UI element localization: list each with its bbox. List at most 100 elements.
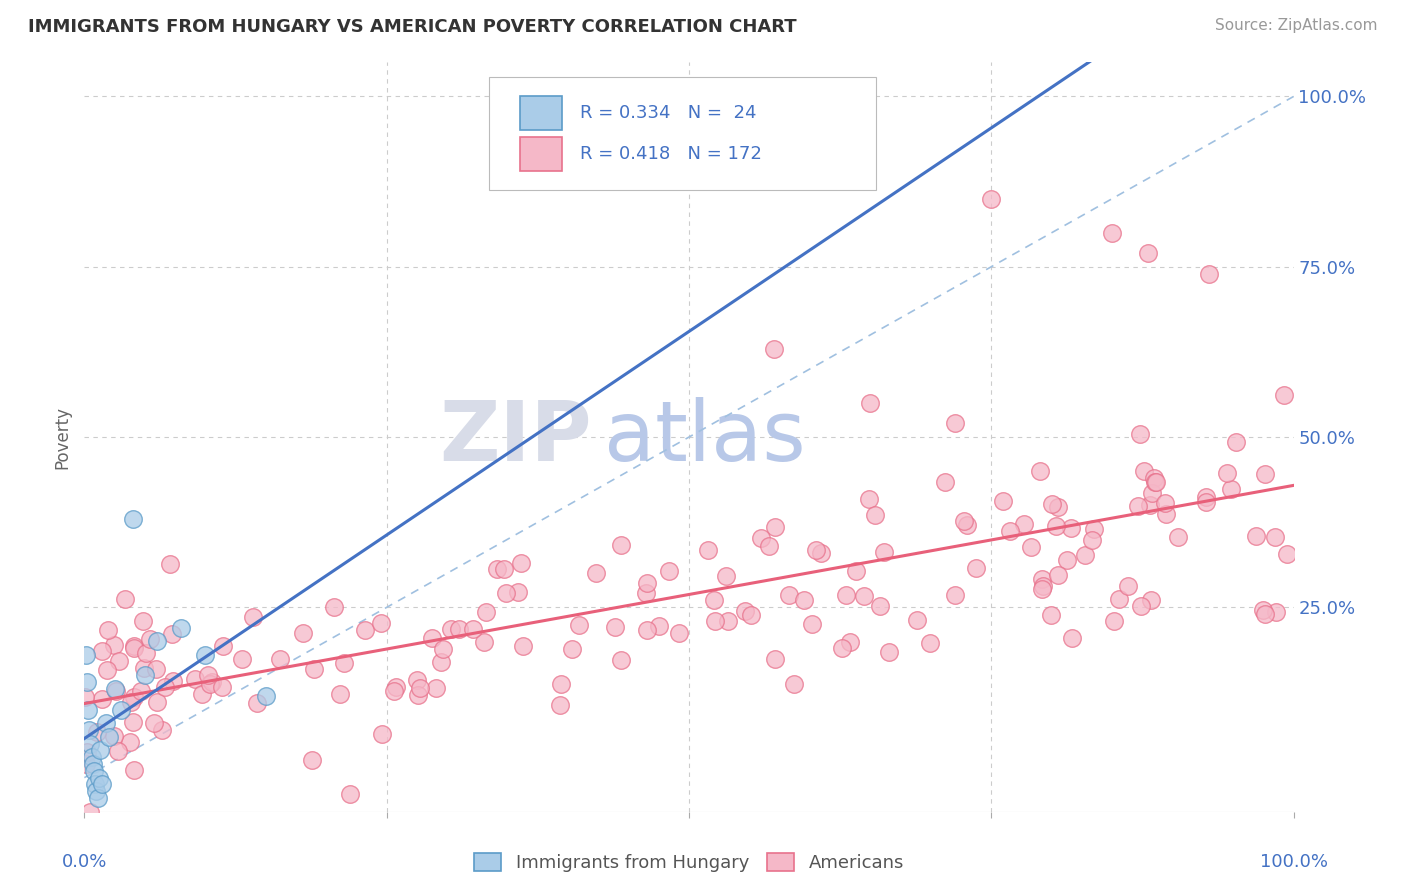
Point (114, 592, 136, 607)
Point (858, 491, 880, 506)
Point (194, 648, 217, 662)
Point (1101, 226, 1123, 240)
Point (89, 743, 111, 757)
Point (97, 624, 120, 638)
Point (461, 622, 484, 636)
Point (1116, 579, 1139, 593)
Point (77, 723, 100, 737)
Point (506, 584, 529, 599)
Point (110, 702, 132, 716)
Point (495, 586, 517, 600)
Point (1253, 607, 1275, 621)
Point (124, 641, 146, 656)
Point (696, 543, 718, 558)
Point (1272, 387, 1295, 401)
Point (485, 562, 508, 576)
Point (432, 642, 454, 657)
Point (430, 655, 453, 669)
Point (333, 656, 356, 670)
Point (107, 654, 129, 668)
Point (135, 646, 157, 660)
Point (980, 192, 1002, 206)
Point (998, 524, 1021, 538)
Point (1073, 548, 1095, 562)
Point (91, 691, 114, 706)
Point (302, 662, 325, 676)
Point (1198, 267, 1220, 281)
Point (145, 695, 167, 709)
Point (1102, 614, 1125, 628)
Point (211, 639, 233, 653)
Point (323, 599, 346, 614)
Point (1140, 485, 1163, 500)
Point (472, 634, 495, 648)
Point (143, 716, 166, 731)
Point (734, 604, 756, 618)
Point (568, 618, 591, 632)
Point (1264, 530, 1286, 544)
Point (548, 698, 571, 712)
Point (183, 672, 205, 686)
Point (200, 676, 222, 690)
FancyBboxPatch shape (489, 78, 876, 190)
Point (839, 635, 862, 649)
Point (806, 543, 828, 558)
Point (1246, 529, 1268, 543)
Point (834, 588, 856, 602)
Point (1154, 496, 1177, 510)
Point (610, 538, 633, 552)
Point (84, 777, 107, 791)
Point (1060, 521, 1083, 535)
Point (134, 661, 156, 675)
Point (269, 652, 291, 666)
Point (1139, 593, 1161, 607)
Point (793, 593, 815, 607)
Point (301, 753, 323, 767)
Point (800, 617, 823, 632)
Text: Source: ZipAtlas.com: Source: ZipAtlas.com (1215, 18, 1378, 33)
Point (1021, 540, 1043, 554)
Point (132, 615, 155, 629)
Point (159, 557, 181, 571)
Point (475, 605, 498, 619)
Point (79, 805, 101, 819)
Point (1215, 466, 1237, 480)
Point (91, 644, 114, 658)
Point (425, 681, 447, 696)
Point (863, 508, 886, 522)
Point (943, 588, 966, 602)
Point (121, 512, 143, 526)
Point (1031, 582, 1053, 596)
Point (447, 623, 470, 637)
Point (859, 396, 882, 410)
Point (122, 690, 145, 704)
Point (509, 556, 531, 570)
Point (550, 677, 572, 691)
Point (1130, 599, 1153, 614)
Text: IMMIGRANTS FROM HUNGARY VS AMERICAN POVERTY CORRELATION CHART: IMMIGRANTS FROM HUNGARY VS AMERICAN POVE… (28, 18, 797, 36)
Point (853, 590, 876, 604)
Point (1137, 246, 1160, 260)
Point (83, 764, 105, 778)
Point (103, 729, 125, 743)
Point (740, 608, 762, 623)
Point (79, 737, 101, 751)
Point (170, 621, 193, 635)
Point (993, 494, 1015, 508)
Point (1132, 465, 1154, 479)
Point (77, 702, 100, 716)
Point (953, 514, 976, 528)
Text: 0.0%: 0.0% (62, 853, 107, 871)
Point (758, 539, 780, 553)
Point (87, 771, 110, 785)
Point (956, 518, 979, 533)
Point (831, 641, 853, 656)
Point (94, 716, 117, 731)
Point (1032, 579, 1054, 593)
Point (1144, 475, 1167, 489)
Point (1220, 483, 1243, 497)
Point (97, 730, 120, 744)
Point (1251, 603, 1274, 617)
Point (1047, 567, 1070, 582)
Point (339, 787, 361, 801)
